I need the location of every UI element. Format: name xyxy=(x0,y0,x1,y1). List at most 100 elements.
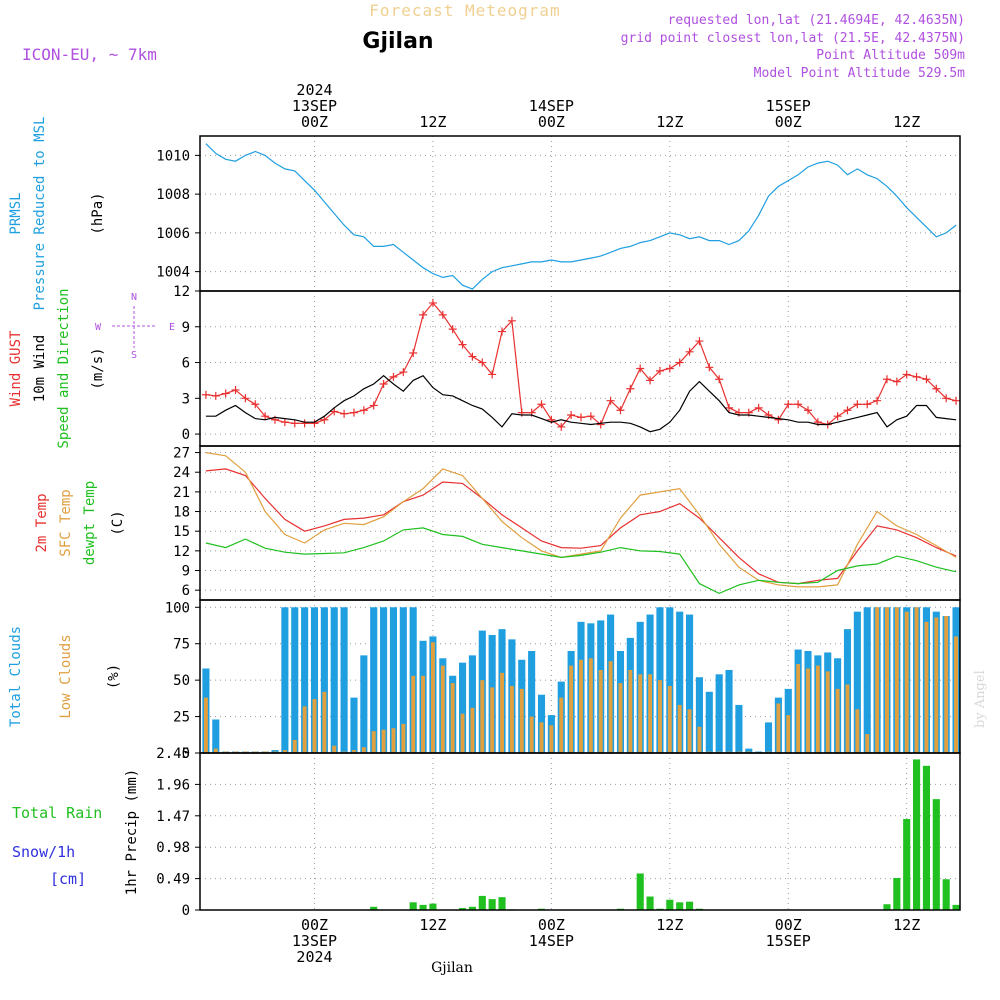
data-bar xyxy=(893,877,901,910)
compass-e: E xyxy=(169,322,175,333)
y-tick-label: 1004 xyxy=(156,265,190,281)
panel-label: (%) xyxy=(106,664,122,689)
data-bar xyxy=(389,607,398,753)
gust-marker xyxy=(498,327,507,336)
y-tick-label: 1006 xyxy=(156,226,190,242)
data-bar xyxy=(370,906,378,910)
bottom-time-label: 13SEP xyxy=(292,932,337,950)
gust-marker xyxy=(626,384,635,393)
data-bar xyxy=(370,607,378,753)
data-bar xyxy=(697,726,702,753)
gust-marker xyxy=(458,340,467,349)
gust-marker xyxy=(241,394,250,403)
panel-label: dewpt Temp xyxy=(82,481,98,565)
data-bar xyxy=(350,697,358,753)
panel-frame xyxy=(199,135,961,292)
gust-marker xyxy=(261,412,270,421)
top-time-label: 00Z xyxy=(301,113,328,131)
data-bar xyxy=(646,896,654,910)
panel-label: (m/s) xyxy=(90,347,106,389)
data-bar xyxy=(904,611,909,753)
gust-marker xyxy=(616,406,625,415)
gust-marker xyxy=(310,419,319,428)
compass-n: N xyxy=(131,292,137,303)
data-bar xyxy=(352,750,356,753)
gust-marker xyxy=(606,396,615,405)
gust-marker xyxy=(488,370,497,379)
panel-label: PRMSL xyxy=(8,192,24,234)
data-bar xyxy=(636,873,644,910)
data-bar xyxy=(579,659,583,753)
top-time-label: 2024 xyxy=(296,81,332,99)
watermark: by Angel xyxy=(973,670,988,728)
y-tick-label: 50 xyxy=(173,673,190,689)
data-bar xyxy=(913,759,921,910)
data-bar xyxy=(648,674,653,753)
compass-s: S xyxy=(131,350,137,361)
bottom-time-label: 12Z xyxy=(656,916,683,934)
panel-label: Total Clouds xyxy=(8,626,24,727)
gust-marker xyxy=(754,403,763,412)
panel-label: 2m Temp xyxy=(34,493,50,552)
data-bar xyxy=(401,723,406,753)
data-bar xyxy=(705,691,713,753)
data-bar xyxy=(657,680,662,753)
gust-marker xyxy=(715,375,724,384)
gust-marker xyxy=(873,396,882,405)
gust-marker xyxy=(537,400,546,409)
data-bar xyxy=(924,621,929,753)
y-tick-label: 24 xyxy=(173,465,190,481)
gust-marker xyxy=(211,391,220,400)
data-bar xyxy=(618,683,623,753)
panel-label: (C) xyxy=(110,510,126,535)
series-line xyxy=(205,468,957,585)
data-bar xyxy=(361,747,366,753)
data-bar xyxy=(845,684,850,753)
gust-marker xyxy=(784,400,793,409)
data-bar xyxy=(686,901,694,910)
series-line xyxy=(205,301,957,428)
data-bar xyxy=(411,675,416,753)
bottom-time-label: 00Z xyxy=(538,916,565,934)
panel-label: (hPa) xyxy=(90,192,106,234)
data-bar xyxy=(676,902,684,910)
gust-marker xyxy=(478,358,487,367)
bottom-time-label: 14SEP xyxy=(529,932,574,950)
data-bar xyxy=(667,685,672,753)
data-bar xyxy=(954,636,959,753)
gust-marker xyxy=(695,337,704,346)
gust-marker xyxy=(912,372,921,381)
data-bar xyxy=(539,722,544,753)
data-bar xyxy=(944,616,949,753)
data-bar xyxy=(399,607,407,753)
gust-marker xyxy=(320,415,329,424)
bottom-time-label: 12Z xyxy=(419,916,446,934)
data-bar xyxy=(786,715,791,753)
precip-ylabel: 1hr Precip (mm) xyxy=(124,769,140,895)
chart-title: Forecast Meteogram xyxy=(369,1,560,20)
panel-label: Speed and Direction xyxy=(56,288,72,448)
gust-marker xyxy=(685,347,694,356)
data-bar xyxy=(320,607,328,753)
gust-marker xyxy=(201,390,210,399)
data-bar xyxy=(875,607,880,753)
data-bar xyxy=(500,672,504,753)
y-tick-label: 1008 xyxy=(156,187,190,203)
data-bar xyxy=(638,674,643,753)
y-tick-label: 0 xyxy=(182,903,190,919)
y-tick-label: 6 xyxy=(182,356,190,372)
data-bar xyxy=(885,607,889,753)
data-bar xyxy=(628,669,633,753)
location-title: Gjilan xyxy=(362,29,433,54)
gust-marker xyxy=(231,385,240,394)
data-bar xyxy=(666,899,674,910)
data-bar xyxy=(569,665,574,753)
data-bar xyxy=(815,665,820,753)
data-bar xyxy=(213,748,218,753)
data-bar xyxy=(310,607,319,753)
panel-label: 10m Wind xyxy=(32,335,48,402)
data-bar xyxy=(863,607,871,753)
grid-point-coords: grid point closest lon,lat (21.5E, 42.43… xyxy=(621,31,965,46)
y-tick-label: 25 xyxy=(173,710,190,726)
series-line xyxy=(205,143,957,290)
